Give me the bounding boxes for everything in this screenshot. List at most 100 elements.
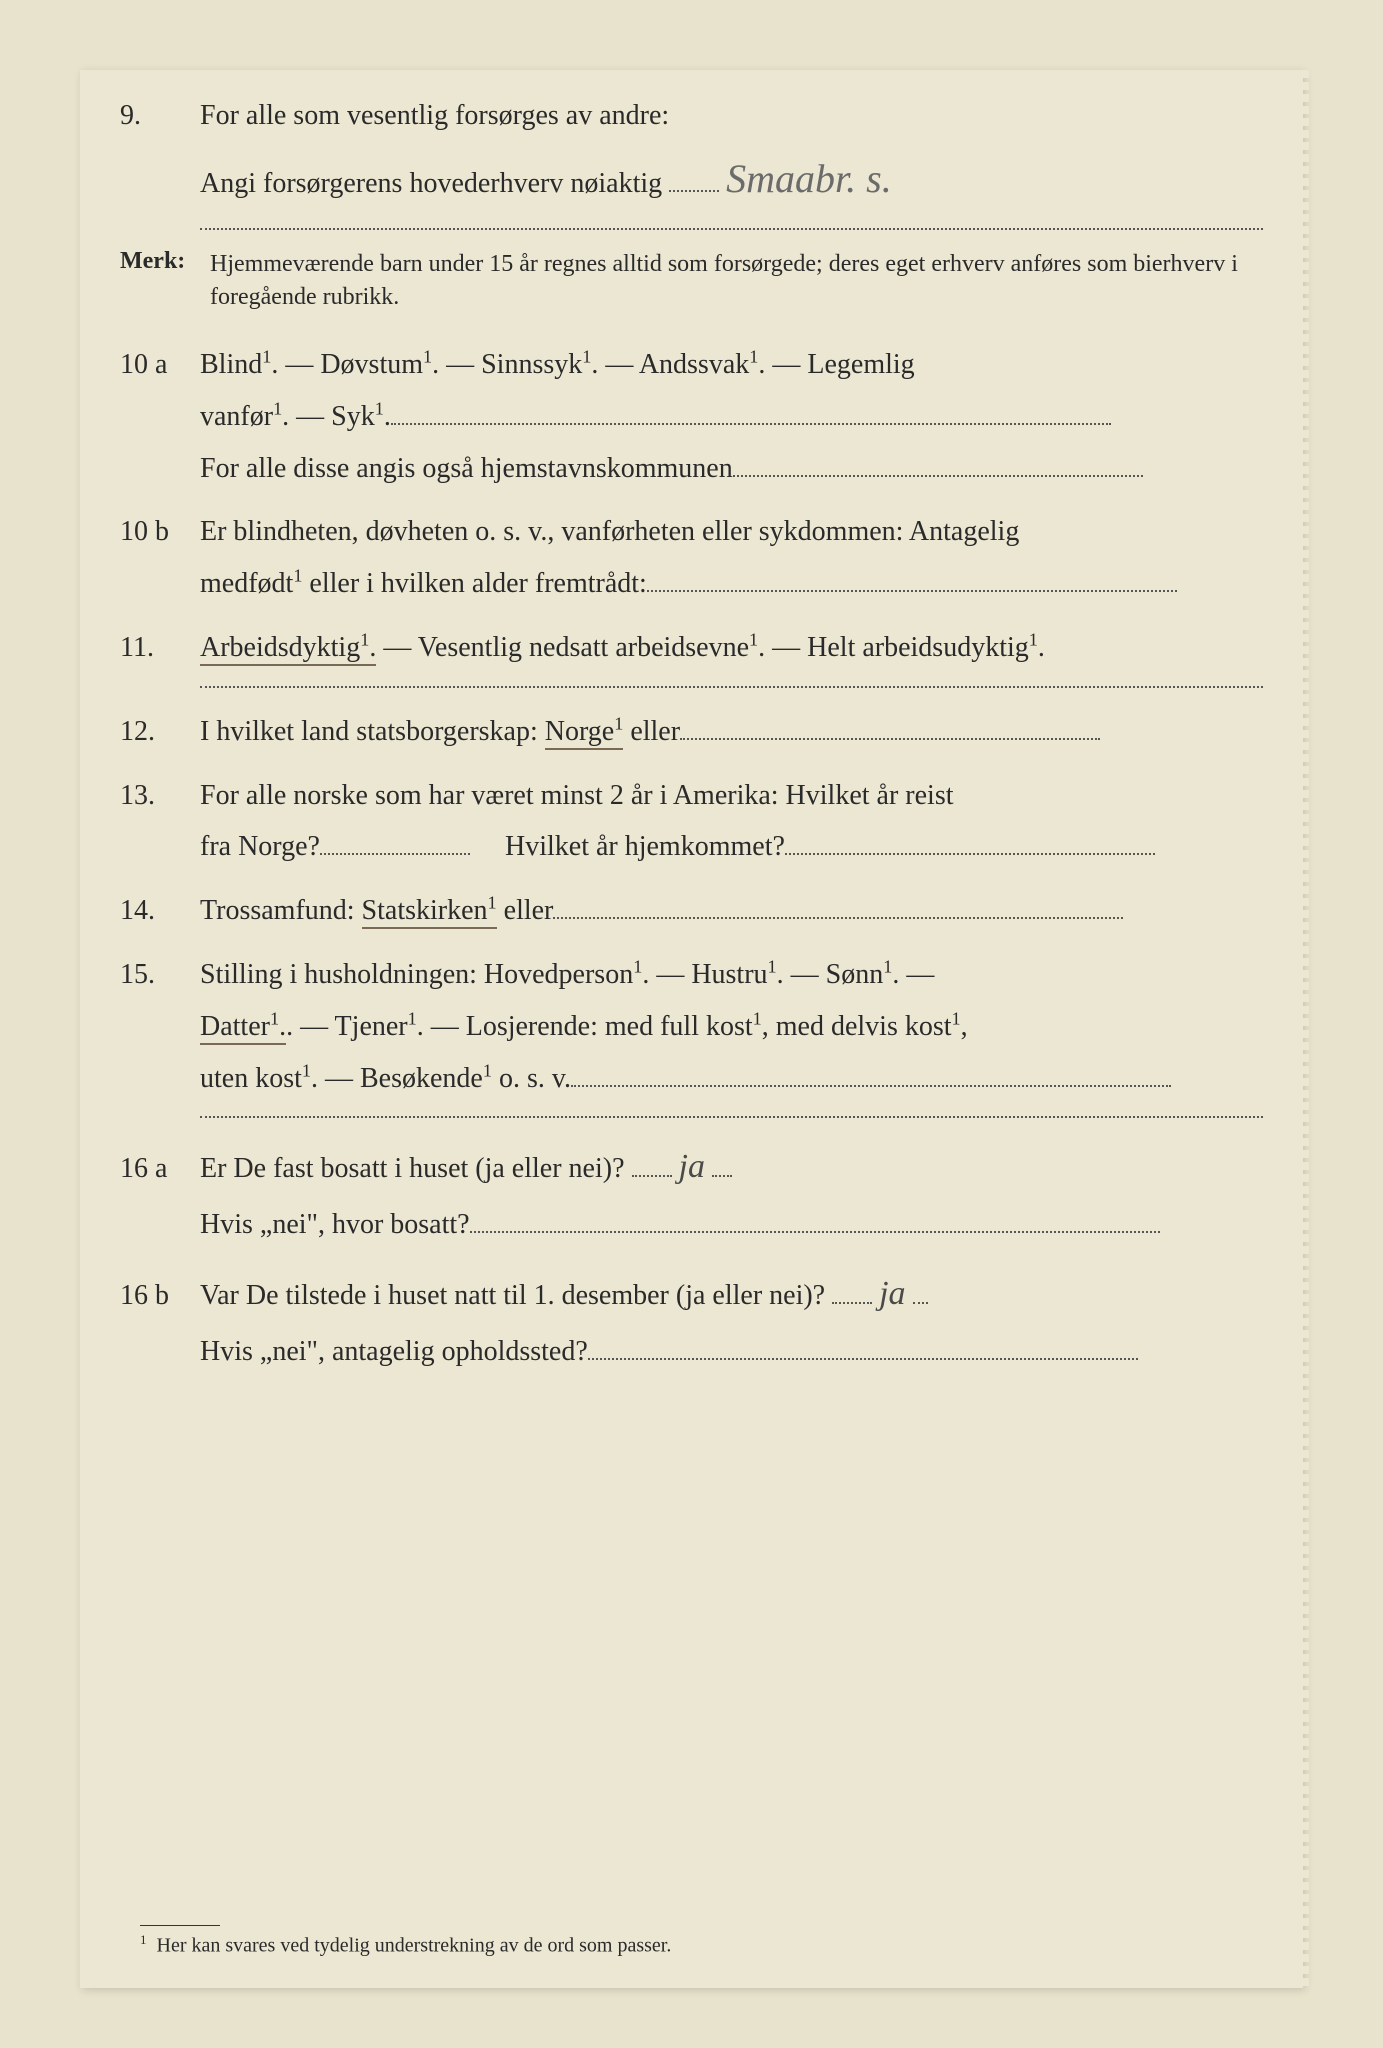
q11-opt2: — Vesentlig nedsatt arbeidsevne [376, 632, 749, 663]
question-14: 14. Trossamfund: Statskirken1 eller [120, 885, 1263, 937]
q15-h: , [961, 1011, 968, 1042]
q13-fill2 [785, 853, 1155, 855]
question-16b: 16 b Var De tilstede i huset natt til 1.… [120, 1263, 1263, 1378]
q11-underline [200, 686, 1263, 688]
question-15: 15. Stilling i husholdningen: Hovedperso… [120, 949, 1263, 1104]
q16a-content: Er De fast bosatt i huset (ja eller nei)… [200, 1136, 1263, 1251]
q9-line2-label: Angi forsørgerens hovederhverv nøiaktig [200, 168, 662, 199]
q16a-line1: Er De fast bosatt i huset (ja eller nei)… [200, 1153, 625, 1184]
q15-b: . — Hustru [642, 959, 767, 990]
q16a-fill1tail [712, 1175, 732, 1177]
q15-c: . — Sønn [777, 959, 884, 990]
q10b-line1: Er blindheten, døvheten o. s. v., vanfør… [200, 516, 1019, 547]
q13-fill1 [320, 853, 470, 855]
q9-content: For alle som vesentlig forsørges av andr… [200, 90, 1263, 216]
q15-g: , med delvis kost [762, 1011, 952, 1042]
q11-number: 11. [120, 626, 200, 671]
q10a-p7: . — Syk [282, 401, 375, 432]
q15-a: Stilling i husholdningen: Hovedperson [200, 959, 633, 990]
q14-fill [553, 917, 1123, 919]
q10a-p8: . [384, 401, 391, 432]
q10a-number: 10 a [120, 343, 200, 388]
q15-underline [200, 1116, 1263, 1118]
question-10a: 10 a Blind1. — Døvstum1. — Sinnssyk1. — … [120, 339, 1263, 494]
q10b-line2a: medfødt [200, 568, 293, 599]
q12-textb: eller [623, 716, 680, 747]
q9-underline [200, 228, 1263, 230]
q10a-line3: For alle disse angis også hjemstavnskomm… [200, 453, 733, 484]
question-16a: 16 a Er De fast bosatt i huset (ja eller… [120, 1136, 1263, 1251]
q13-number: 13. [120, 774, 200, 819]
q10a-p3: . — Sinnssyk [432, 349, 582, 380]
q12-opt-text: Norge [545, 716, 614, 747]
merk-text: Hjemmeværende barn under 15 år regnes al… [210, 248, 1263, 315]
q10a-p5: . — Legemlig [758, 349, 914, 380]
footnote-text: Her kan svares ved tydelig understreknin… [157, 1935, 672, 1957]
q11-content: Arbeidsdyktig1. — Vesentlig nedsatt arbe… [200, 622, 1263, 674]
q11-opt1-selected: Arbeidsdyktig1. [200, 632, 376, 666]
q12-fill [680, 738, 1100, 740]
q10a-p4: . — Andssvak [591, 349, 749, 380]
q11-opt1-text: Arbeidsdyktig [200, 632, 360, 663]
footnote-rule [140, 1925, 220, 1926]
q15-f: . — Losjerende: med full kost [417, 1011, 753, 1042]
merk-note: Merk: Hjemmeværende barn under 15 år reg… [120, 248, 1263, 315]
q15-content: Stilling i husholdningen: Hovedperson1. … [200, 949, 1263, 1104]
q12-texta: I hvilket land statsborgerskap: [200, 716, 545, 747]
q15-selected: Datter1. [200, 1011, 286, 1045]
q10a-fill2 [733, 475, 1143, 477]
q15-e: . — Tjener [286, 1011, 408, 1042]
q15-selected-text: Datter [200, 1011, 270, 1042]
q15-fill [571, 1085, 1171, 1087]
q10b-number: 10 b [120, 510, 200, 555]
q10b-line2b: eller i hvilken alder fremtrådt: [302, 568, 646, 599]
q14-number: 14. [120, 889, 200, 934]
q16a-answer: ja [679, 1148, 705, 1185]
q15-d: . — [892, 959, 934, 990]
q10a-p2: . — Døvstum [271, 349, 423, 380]
question-13: 13. For alle norske som har været minst … [120, 770, 1263, 874]
q16a-lead [632, 1175, 672, 1177]
q16b-number: 16 b [120, 1274, 200, 1319]
q10a-p1: Blind [200, 349, 262, 380]
document-page: 9. For alle som vesentlig forsørges av a… [80, 70, 1303, 1988]
q16a-number: 16 a [120, 1147, 200, 1192]
q14-opt-selected: Statskirken1 [362, 895, 497, 929]
q10a-content: Blind1. — Døvstum1. — Sinnssyk1. — Andss… [200, 339, 1263, 494]
q14-texta: Trossamfund: [200, 895, 362, 926]
q15-j: . — Besøkende [311, 1063, 483, 1094]
q16a-fill2 [470, 1231, 1160, 1233]
q12-opt-selected: Norge1 [545, 716, 624, 750]
question-10b: 10 b Er blindheten, døvheten o. s. v., v… [120, 506, 1263, 610]
q13-content: For alle norske som har været minst 2 år… [200, 770, 1263, 874]
q11-opt3: . — Helt arbeidsudyktig [758, 632, 1029, 663]
deckle-edge [1299, 70, 1309, 1988]
q16b-fill2 [588, 1358, 1138, 1360]
q9-number: 9. [120, 94, 200, 139]
q9-fill-lead [669, 190, 719, 192]
q16b-fill1tail [913, 1302, 928, 1304]
q12-content: I hvilket land statsborgerskap: Norge1 e… [200, 706, 1263, 758]
q16a-line2: Hvis „nei", hvor bosatt? [200, 1209, 470, 1240]
q9-line1: For alle som vesentlig forsørges av andr… [200, 100, 669, 131]
q14-content: Trossamfund: Statskirken1 eller [200, 885, 1263, 937]
footnote-marker: 1 [140, 1932, 147, 1947]
q16b-line1: Var De tilstede i huset natt til 1. dese… [200, 1280, 825, 1311]
q13-line1: For alle norske som har været minst 2 år… [200, 780, 954, 811]
question-12: 12. I hvilket land statsborgerskap: Norg… [120, 706, 1263, 758]
q14-textb: eller [497, 895, 554, 926]
question-9: 9. For alle som vesentlig forsørges av a… [120, 90, 1263, 216]
q10b-fill [647, 590, 1177, 592]
footnote: 1 Her kan svares ved tydelig understrekn… [140, 1925, 1223, 1958]
q15-i: uten kost [200, 1063, 302, 1094]
q14-opt-text: Statskirken [362, 895, 488, 926]
merk-label: Merk: [120, 248, 210, 275]
q15-k: o. s. v. [492, 1063, 571, 1094]
q13-line2b: Hvilket år hjemkommet? [505, 831, 785, 862]
question-11: 11. Arbeidsdyktig1. — Vesentlig nedsatt … [120, 622, 1263, 674]
q15-number: 15. [120, 953, 200, 998]
q12-number: 12. [120, 710, 200, 755]
q16b-line2: Hvis „nei", antagelig opholdssted? [200, 1336, 588, 1367]
q16b-answer: ja [879, 1275, 905, 1312]
q9-handwritten-answer: Smaabr. s. [726, 142, 892, 216]
